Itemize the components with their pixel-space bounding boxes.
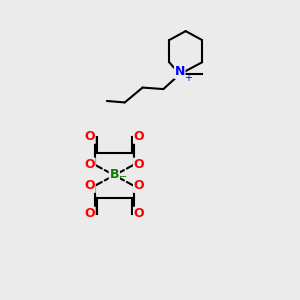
Text: O: O (134, 130, 144, 143)
Text: O: O (134, 158, 144, 171)
Text: N: N (175, 65, 185, 78)
Text: −: − (118, 172, 127, 182)
Text: O: O (84, 207, 95, 220)
Text: O: O (84, 130, 95, 143)
Text: O: O (84, 158, 95, 171)
Text: +: + (184, 73, 192, 83)
Text: B: B (110, 168, 119, 181)
Text: O: O (134, 207, 144, 220)
Text: O: O (84, 179, 95, 192)
Text: O: O (134, 179, 144, 192)
